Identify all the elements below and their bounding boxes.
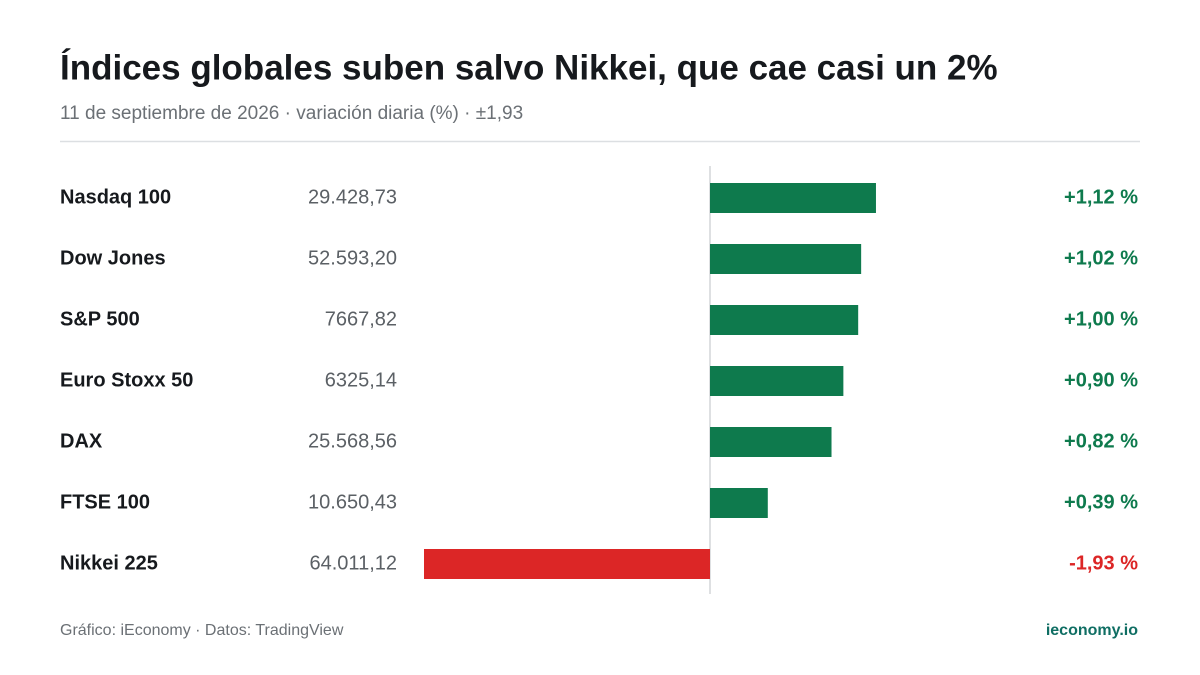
bar <box>710 305 859 335</box>
index-level: 64.011,12 <box>310 552 398 574</box>
category-label: Euro Stoxx 50 <box>60 369 193 391</box>
category-label: DAX <box>60 430 103 452</box>
bar <box>710 183 876 213</box>
index-level: 6325,14 <box>325 369 397 391</box>
category-label: Dow Jones <box>60 247 166 269</box>
value-label: +1,00 % <box>1064 308 1138 330</box>
chart-subtitle: 11 de septiembre de 2026 · variación dia… <box>60 103 523 124</box>
bar <box>710 488 768 518</box>
chart-title: Índices globales suben salvo Nikkei, que… <box>60 47 998 87</box>
bar <box>710 244 862 274</box>
source-note: Gráfico: iEconomy · Datos: TradingView <box>60 622 344 639</box>
value-label: +1,02 % <box>1064 247 1138 269</box>
index-level: 29.428,73 <box>308 186 397 208</box>
bar <box>710 427 832 457</box>
value-label: +0,82 % <box>1064 430 1138 452</box>
brand: ieconomy.io <box>1046 622 1138 639</box>
index-level: 25.568,56 <box>308 430 397 452</box>
index-level: 52.593,20 <box>308 247 397 269</box>
bar <box>710 366 844 396</box>
index-level: 7667,82 <box>325 308 397 330</box>
category-label: Nikkei 225 <box>60 552 158 574</box>
category-label: Nasdaq 100 <box>60 186 171 208</box>
value-label: +0,39 % <box>1064 491 1138 513</box>
category-label: FTSE 100 <box>60 491 150 513</box>
category-label: S&P 500 <box>60 308 140 330</box>
bar <box>424 549 710 579</box>
value-label: +1,12 % <box>1064 186 1138 208</box>
value-label: -1,93 % <box>1069 552 1138 574</box>
index-level: 10.650,43 <box>308 491 397 513</box>
value-label: +0,90 % <box>1064 369 1138 391</box>
